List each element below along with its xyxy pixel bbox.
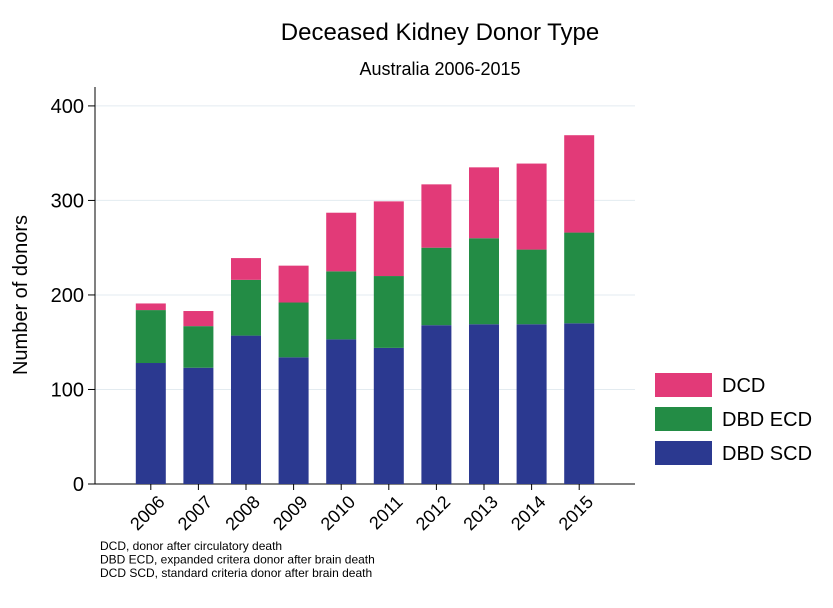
chart-subtitle: Australia 2006-2015 <box>359 59 520 79</box>
bar-segment <box>469 238 499 325</box>
bar-segment <box>135 310 166 364</box>
y-tick-label: 0 <box>73 474 84 496</box>
bar-segment <box>135 363 166 484</box>
bar-segment <box>231 258 261 280</box>
bar-segment <box>469 167 499 239</box>
bar-segment <box>516 324 547 484</box>
bar-segment <box>183 367 214 484</box>
bar-segment <box>231 279 261 336</box>
footnote: DBD ECD, expanded critera donor after br… <box>100 553 375 567</box>
y-tick-label: 200 <box>51 285 84 307</box>
footnote: DCD, donor after circulatory death <box>100 539 282 553</box>
bar-segment <box>373 347 404 484</box>
legend-label: DBD ECD <box>722 409 812 431</box>
y-tick-label: 400 <box>51 96 84 118</box>
bar-segment <box>326 271 357 340</box>
bar-segment <box>421 184 452 248</box>
x-tick-label: 2015 <box>555 492 597 534</box>
legend-swatch <box>655 407 712 431</box>
bar-segment <box>183 326 214 368</box>
bar-segment <box>231 335 261 484</box>
x-tick-label: 2012 <box>412 492 454 534</box>
bar-segment <box>135 303 166 311</box>
legend-label: DCD <box>722 375 765 397</box>
bar-segment <box>373 201 404 277</box>
bar-segment <box>183 311 214 327</box>
chart-title: Deceased Kidney Donor Type <box>281 19 599 46</box>
bar-segment <box>326 339 357 484</box>
x-tick-label: 2007 <box>174 492 216 534</box>
bar-segment <box>516 249 547 325</box>
bar-segment <box>373 276 404 348</box>
x-tick-label: 2006 <box>126 492 168 534</box>
bar-segment <box>326 212 357 272</box>
bar-segment <box>469 324 499 484</box>
bar-segment <box>278 265 309 303</box>
x-tick-label: 2009 <box>269 492 311 534</box>
y-tick-label: 300 <box>51 190 84 212</box>
x-tick-label: 2008 <box>221 492 263 534</box>
x-tick-label: 2011 <box>365 492 407 534</box>
y-tick-label: 100 <box>51 379 84 401</box>
legend-swatch <box>655 373 712 397</box>
bar-segment <box>421 247 452 326</box>
bar-segment <box>421 325 452 484</box>
bar-segment <box>564 323 595 484</box>
x-tick-label: 2010 <box>317 492 359 534</box>
bar-segment <box>516 163 547 250</box>
footnote: DCD SCD, standard criteria donor after b… <box>100 566 372 580</box>
x-tick-label: 2014 <box>507 492 549 534</box>
bar-segment <box>564 232 595 324</box>
legend-swatch <box>655 441 712 465</box>
y-axis-label: Number of donors <box>10 215 32 375</box>
bar-segment <box>278 357 309 484</box>
bar-segment <box>278 302 309 358</box>
legend-label: DBD SCD <box>722 443 812 465</box>
bar-segment <box>564 135 595 233</box>
x-tick-label: 2013 <box>459 492 501 534</box>
